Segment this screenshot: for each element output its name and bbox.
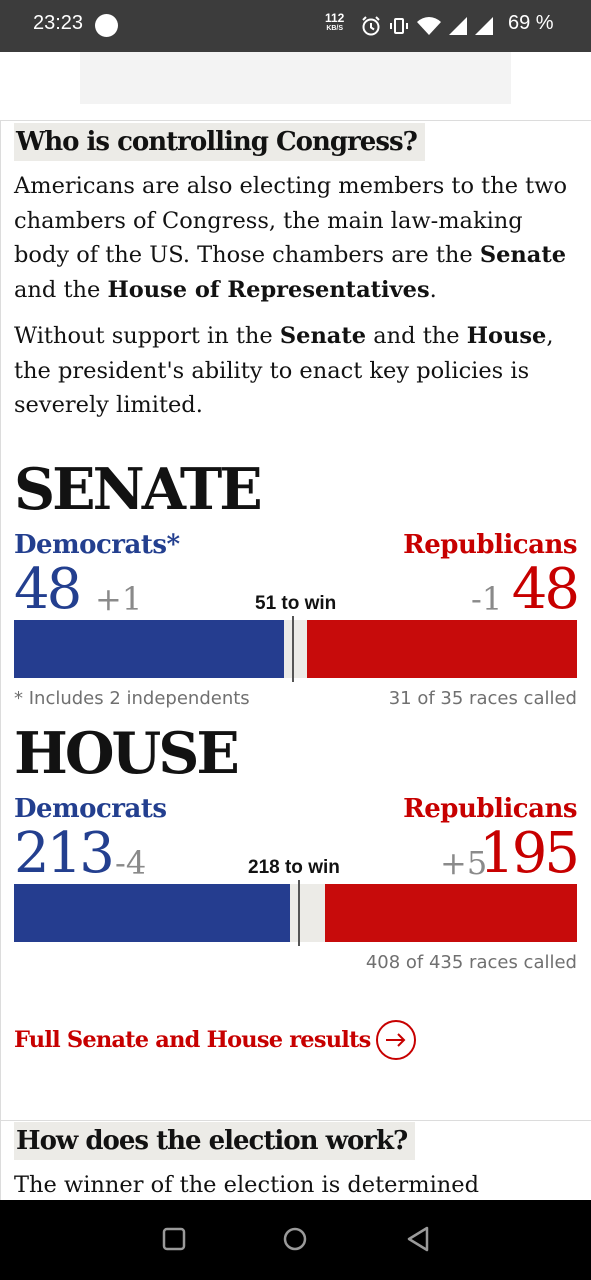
wifi-icon bbox=[417, 17, 441, 35]
house-democrats-label: Democrats bbox=[14, 794, 167, 824]
clock: 23:23 bbox=[33, 12, 84, 34]
battery-level: 69 % bbox=[508, 12, 554, 34]
senate-democrats-label: Democrats* bbox=[14, 530, 180, 560]
house-heading: HOUSE bbox=[14, 720, 240, 787]
vibrate-icon bbox=[390, 18, 408, 34]
navigation-bar bbox=[0, 1200, 591, 1280]
house-republicans-label: Republicans bbox=[403, 794, 577, 824]
intro-paragraph: Americans are also electing members to t… bbox=[14, 173, 568, 303]
arrow-right-icon bbox=[376, 1020, 417, 1060]
house-majority-line bbox=[298, 880, 300, 946]
house-to-win: 218 to win bbox=[248, 857, 340, 878]
senate-majority-line bbox=[292, 616, 294, 682]
column-rule bbox=[0, 120, 1, 1200]
network-speed-unit: KB/S bbox=[326, 25, 344, 32]
senate-republicans-bar bbox=[307, 620, 577, 678]
divider bbox=[0, 120, 591, 121]
election-paragraph: The winner of the election is determined bbox=[14, 1172, 479, 1198]
recents-button-icon[interactable] bbox=[162, 1224, 186, 1254]
status-bar: 23:23 112 KB/S 69 % bbox=[0, 0, 591, 52]
support-paragraph: Without support in the Senate and the Ho… bbox=[14, 323, 554, 418]
section-heading-congress: Who is controlling Congress? bbox=[14, 123, 425, 161]
ad-placeholder bbox=[80, 52, 511, 104]
senate-republicans-label: Republicans bbox=[403, 530, 577, 560]
back-button-icon[interactable] bbox=[405, 1224, 431, 1254]
full-results-link[interactable]: Full Senate and House results bbox=[14, 1020, 417, 1060]
senate-heading: SENATE bbox=[14, 456, 263, 523]
senate-to-win: 51 to win bbox=[255, 593, 337, 614]
section-heading-election: How does the election work? bbox=[14, 1122, 416, 1160]
house-democrats-change: -4 bbox=[115, 844, 147, 882]
alarm-icon bbox=[362, 16, 380, 36]
network-speed: 112 KB/S bbox=[325, 11, 345, 33]
senate-footnote: * Includes 2 independents bbox=[14, 688, 250, 709]
home-button-icon[interactable] bbox=[282, 1224, 308, 1254]
notification-dot-icon bbox=[95, 14, 118, 37]
divider bbox=[0, 1120, 591, 1121]
senate-democrats-change: +1 bbox=[95, 580, 143, 618]
article-page[interactable]: Who is controlling Congress? Americans a… bbox=[0, 52, 591, 1200]
network-speed-value: 112 bbox=[325, 11, 345, 25]
house-democrats-bar bbox=[14, 884, 290, 942]
full-results-link-label: Full Senate and House results bbox=[14, 1027, 371, 1053]
senate-republicans-change: -1 bbox=[471, 580, 503, 618]
senate-democrats-seats: 48 bbox=[14, 557, 82, 622]
house-republicans-bar bbox=[325, 884, 577, 942]
status-icons bbox=[360, 14, 494, 38]
house-races-called: 408 of 435 races called bbox=[365, 952, 577, 973]
house-seat-bar bbox=[14, 880, 577, 946]
senate-democrats-bar bbox=[14, 620, 284, 678]
signal-icon-1 bbox=[449, 17, 467, 35]
senate-republicans-seats: 48 bbox=[511, 557, 580, 622]
house-republicans-change: +5 bbox=[440, 844, 488, 882]
senate-seat-bar bbox=[14, 616, 577, 682]
house-democrats-seats: 213 bbox=[14, 821, 115, 886]
senate-races-called: 31 of 35 races called bbox=[388, 688, 577, 709]
house-republicans-seats: 195 bbox=[479, 821, 580, 886]
signal-icon-2 bbox=[475, 17, 493, 35]
